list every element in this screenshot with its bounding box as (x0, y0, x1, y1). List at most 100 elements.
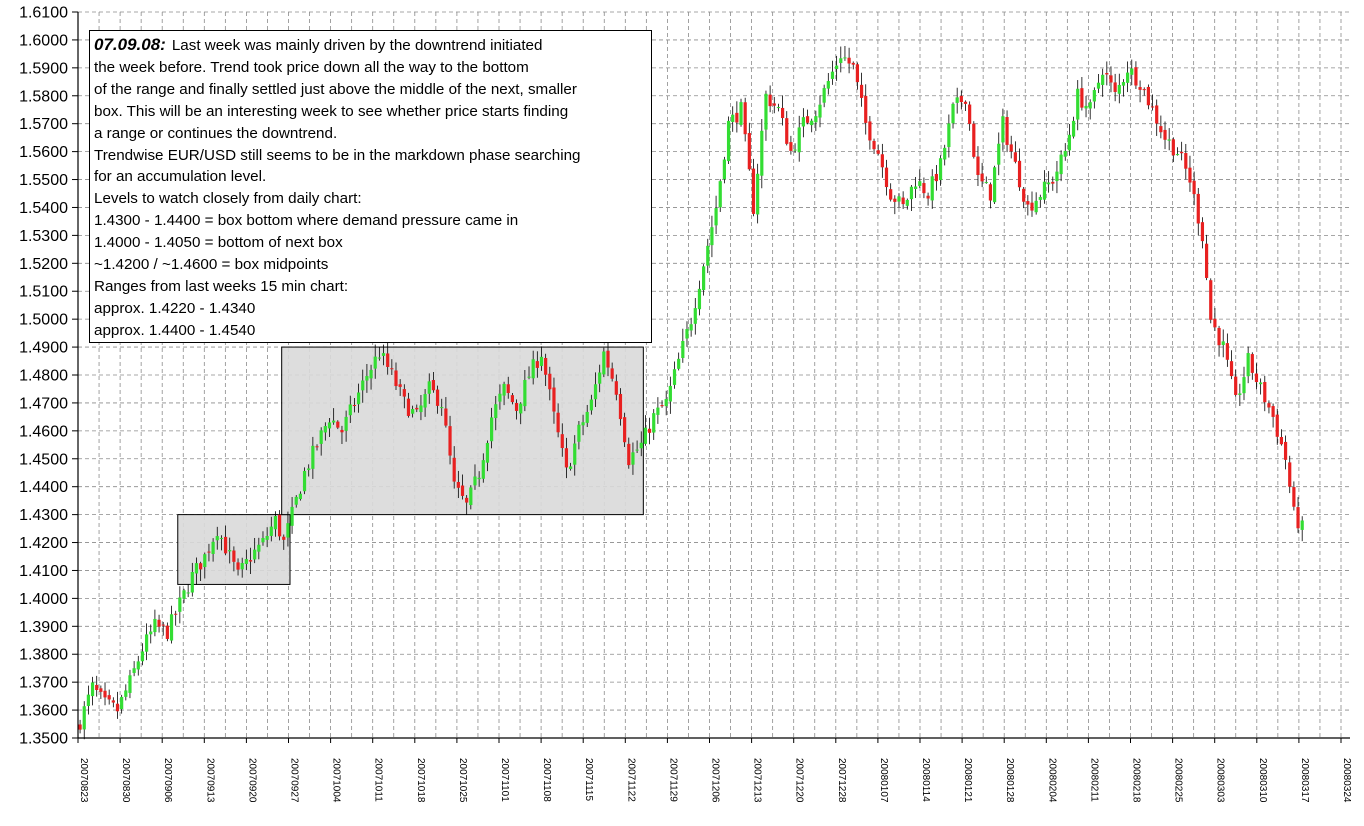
candle-body (1167, 139, 1171, 141)
candle-body (930, 176, 934, 201)
candle-body (1017, 160, 1022, 188)
candle-body (839, 58, 843, 63)
candle-body (490, 417, 494, 442)
candle-body (265, 535, 269, 540)
candle-body (593, 384, 598, 400)
candle-body (290, 506, 294, 526)
candle-body (440, 407, 444, 409)
y-tick-label: 1.5500 (19, 172, 68, 189)
y-tick-label: 1.5200 (19, 256, 68, 273)
candle-body (327, 422, 332, 429)
candle-body (710, 227, 714, 246)
candle-body (273, 515, 278, 530)
candle-body (323, 426, 327, 433)
note-line: the week before. Trend took price down a… (94, 58, 529, 76)
candle-body (552, 387, 556, 412)
candle-body (1300, 520, 1304, 530)
x-tick-label: 20071220 (794, 758, 805, 803)
candle-body (1042, 181, 1047, 200)
candle-body (764, 93, 768, 130)
candle-body (199, 563, 203, 570)
y-tick-label: 1.3500 (19, 731, 68, 748)
candle-body (365, 376, 369, 381)
candle-body (647, 428, 652, 433)
x-tick-label: 20071108 (541, 758, 552, 802)
candle-body (444, 408, 448, 426)
candle-body (631, 452, 635, 465)
candle-body (369, 369, 373, 379)
candle-body (968, 104, 972, 124)
candle-body (581, 422, 585, 426)
x-tick-label: 20070823 (78, 758, 89, 803)
candle-body (190, 572, 194, 593)
candle-body (315, 446, 319, 448)
candle-body (377, 357, 381, 359)
candle-body (1047, 182, 1051, 185)
note-line: ~1.4200 / ~1.4600 = box midpoints (94, 256, 329, 274)
x-tick-label: 20080204 (1046, 758, 1057, 803)
x-tick-label: 20080114 (920, 758, 931, 802)
candle-body (614, 381, 618, 395)
candle-body (1005, 117, 1009, 145)
candle-body (257, 544, 261, 552)
candle-body (1092, 90, 1096, 102)
candle-body (585, 411, 589, 423)
candle-body (656, 407, 660, 415)
candle-body (797, 127, 801, 153)
candle-body (1221, 341, 1225, 345)
candle-body (178, 597, 182, 612)
candle-body (1159, 126, 1163, 133)
candle-body (943, 147, 947, 160)
candle-body (660, 405, 664, 407)
candle-body (768, 94, 772, 107)
candle-body (348, 404, 352, 416)
candle-body (1263, 382, 1267, 403)
candle-body (527, 376, 531, 378)
x-tick-label: 20080121 (962, 758, 973, 803)
x-tick-label: 20071129 (667, 758, 678, 802)
candle-body (1026, 201, 1030, 205)
candle-body (689, 324, 693, 331)
candle-body (1142, 89, 1146, 91)
candle-body (780, 107, 785, 119)
candle-body (1063, 150, 1067, 157)
candle-body (352, 405, 357, 407)
candle-body (672, 369, 677, 385)
x-tick-label: 20080324 (1341, 758, 1352, 803)
candle-body (988, 184, 993, 201)
x-axis-ticks: 20070823 20070830 20070906 20070913 20070920… (77, 738, 1352, 803)
candle-body (876, 150, 880, 154)
candle-body (411, 408, 415, 414)
candle-body (1246, 353, 1250, 377)
x-tick-label: 20071206 (710, 758, 721, 803)
candle-body (859, 84, 864, 98)
candle-body (498, 393, 502, 402)
candle-body (336, 421, 340, 428)
candle-body (1296, 507, 1300, 529)
candle-body (465, 497, 469, 503)
y-tick-label: 1.4800 (19, 368, 68, 385)
y-tick-label: 1.5600 (19, 144, 68, 161)
y-tick-label: 1.3800 (19, 647, 68, 664)
candle-body (1113, 82, 1117, 92)
candle-body (1080, 88, 1084, 108)
candle-body (1150, 106, 1155, 108)
candle-body (1001, 116, 1005, 143)
y-tick-label: 1.6100 (19, 5, 68, 22)
note-line: Trendwise EUR/USD still seems to be in t… (94, 146, 581, 164)
candle-body (1275, 414, 1279, 437)
candle-body (893, 198, 897, 202)
candle-body (128, 675, 132, 693)
candle-body (731, 114, 735, 122)
candle-body (1013, 152, 1017, 162)
candle-body (1171, 139, 1175, 156)
candle-body (1242, 377, 1246, 394)
candle-body (1030, 202, 1034, 211)
x-tick-label: 20070906 (162, 758, 173, 803)
candle-body (1213, 318, 1217, 328)
candle-body (282, 536, 286, 540)
candle-body (215, 536, 219, 541)
candle-body (1200, 222, 1205, 242)
candle-body (111, 700, 115, 703)
candle-body (435, 389, 440, 406)
